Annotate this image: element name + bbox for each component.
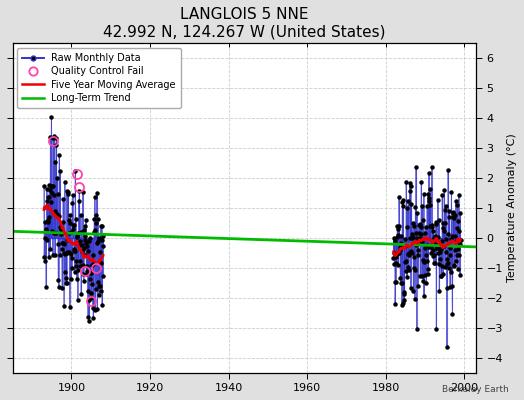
Text: Berkeley Earth: Berkeley Earth — [442, 385, 508, 394]
Y-axis label: Temperature Anomaly (°C): Temperature Anomaly (°C) — [507, 134, 517, 282]
Title: LANGLOIS 5 NNE
42.992 N, 124.267 W (United States): LANGLOIS 5 NNE 42.992 N, 124.267 W (Unit… — [103, 7, 386, 39]
Legend: Raw Monthly Data, Quality Control Fail, Five Year Moving Average, Long-Term Tren: Raw Monthly Data, Quality Control Fail, … — [17, 48, 181, 108]
